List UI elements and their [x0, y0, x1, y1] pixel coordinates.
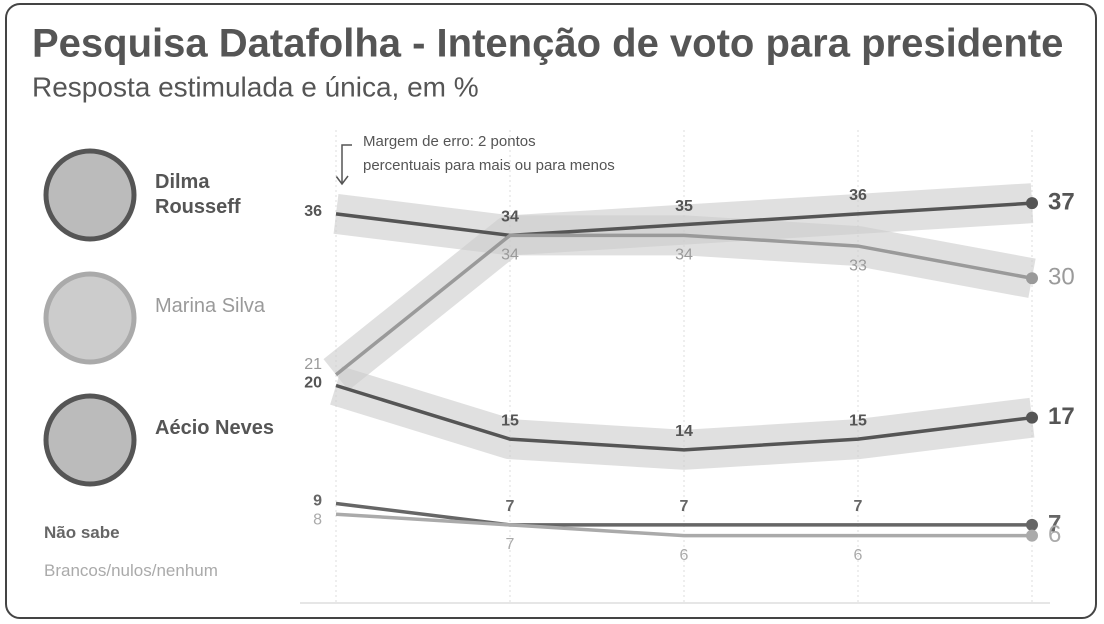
data-label: 6 [1048, 521, 1061, 548]
legend-label: Dilma Rousseff [155, 171, 241, 218]
data-label: 35 [675, 198, 693, 215]
data-label: 6 [680, 547, 689, 564]
chart-subtitle: Resposta estimulada e única, em % [32, 71, 479, 102]
annotation: percentuais para mais ou para menos [363, 157, 615, 174]
end-point [1026, 518, 1038, 531]
data-label: 7 [680, 498, 689, 515]
line [335, 501, 1032, 527]
data-label: 15 [501, 412, 519, 429]
chart-title: Pesquisa Datafolha - Intenção de voto pa… [32, 22, 1063, 66]
line [334, 233, 1033, 377]
data-label: 34 [501, 247, 519, 264]
legend-label: Aécio Neves [155, 417, 274, 439]
data-label: 37 [1048, 189, 1075, 216]
data-label: 17 [1048, 403, 1075, 430]
data-label: 7 [1048, 510, 1061, 537]
data-label: 14 [675, 423, 693, 440]
line [335, 383, 1033, 452]
line [335, 512, 1032, 538]
annotation: Margem de erro: 2 pontos [363, 133, 536, 150]
data-label: 8 [313, 511, 322, 528]
end-point [1026, 197, 1038, 210]
legend-label: Marina Silva [155, 295, 266, 317]
annotation-arrow [335, 144, 352, 186]
legend-label: Não sabe [44, 523, 120, 542]
line [335, 201, 1033, 238]
end-point [1026, 272, 1038, 285]
data-label: 34 [501, 209, 519, 226]
portrait [43, 271, 137, 365]
data-label: 6 [854, 547, 863, 564]
data-label: 21 [304, 356, 322, 373]
data-label: 33 [849, 257, 867, 274]
data-label: 9 [313, 493, 322, 510]
end-point [1026, 529, 1038, 542]
data-label: 30 [1048, 264, 1075, 291]
data-label: 7 [506, 536, 515, 553]
frame [5, 3, 1097, 619]
portraits [43, 148, 137, 487]
data-label: 20 [304, 375, 322, 392]
portrait [43, 148, 137, 242]
data-label: 36 [304, 203, 322, 220]
data-label: 15 [849, 412, 867, 429]
data-label: 7 [506, 498, 515, 515]
end-point [1026, 411, 1038, 424]
portrait [43, 393, 137, 487]
data-label: 7 [854, 498, 863, 515]
data-label: 36 [849, 187, 867, 204]
legend-label: Brancos/nulos/nenhum [44, 561, 218, 580]
data-label: 34 [675, 247, 693, 264]
